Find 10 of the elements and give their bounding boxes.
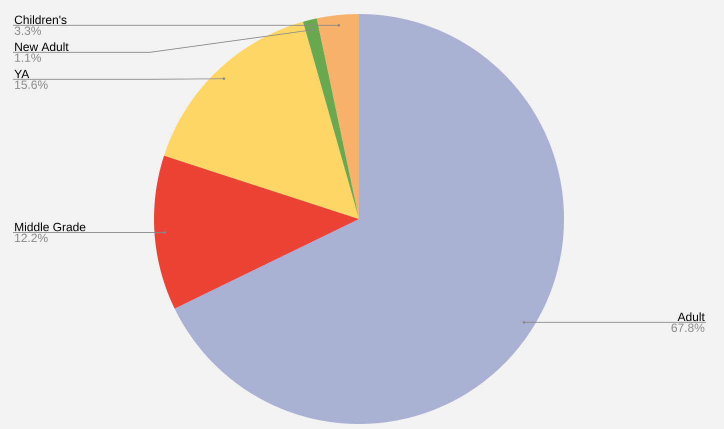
data-label: 3.3% xyxy=(14,26,42,35)
slice-label: Children's xyxy=(14,15,67,24)
data-label: 1.1% xyxy=(15,53,42,62)
slice-label: Middle Grade xyxy=(15,222,86,232)
slice-label: New Adult xyxy=(15,42,69,52)
slice-label: Adult xyxy=(678,312,705,322)
slice-label: YA xyxy=(14,70,30,78)
data-label: 12.2% xyxy=(15,234,48,242)
data-label: 15.6% xyxy=(15,80,48,89)
data-label: 67.8% xyxy=(672,324,704,332)
